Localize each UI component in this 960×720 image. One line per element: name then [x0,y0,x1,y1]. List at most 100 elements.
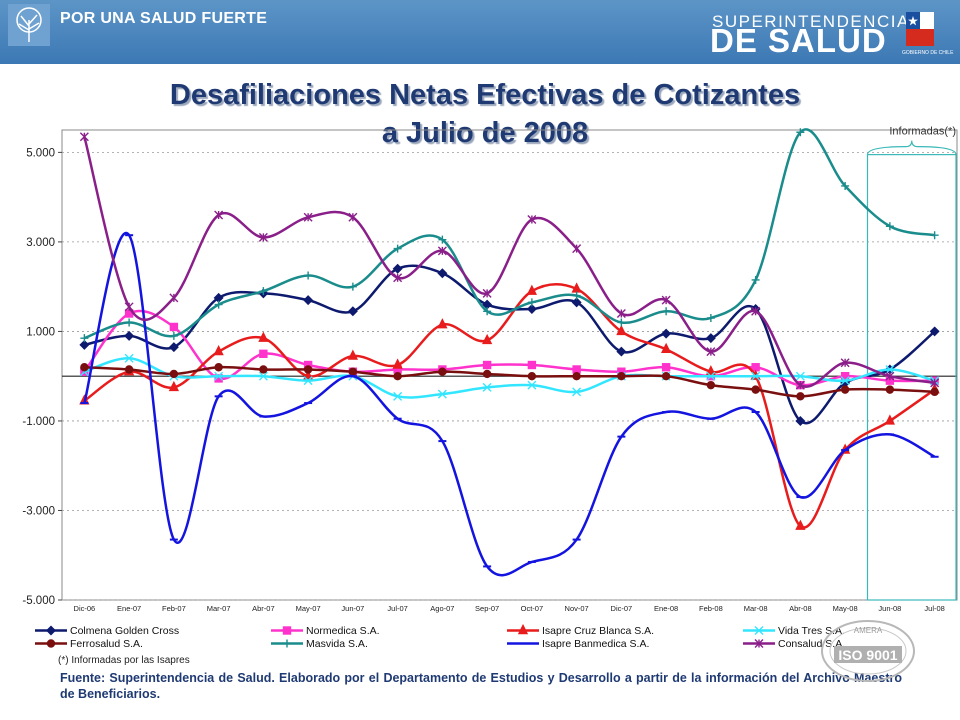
series-line [84,264,936,425]
legend-swatch-icon [507,642,539,645]
legend-swatch-marker [517,624,529,635]
x-tick-label: Sep-07 [475,604,499,613]
government-logo-icon [906,12,934,46]
x-tick-label: Feb-07 [162,604,186,613]
legend-swatch-marker [46,625,56,636]
data-point [527,360,537,370]
data-point [168,342,179,353]
data-point [214,363,223,372]
header-banner: POR UNA SALUD FUERTE SUPERINTENDENCIA DE… [0,0,960,64]
brand-line-1: SUPERINTENDENCIA [712,12,910,31]
data-point [795,519,806,530]
data-point [660,342,672,354]
x-tick-label: May-07 [296,604,321,613]
y-tick-label: -1.000 [22,416,55,428]
series-vida-tres-s-a- [79,353,940,401]
legend-entry: Isapre Banmedica S.A. [506,637,649,650]
data-point [885,385,895,394]
data-point [438,235,447,244]
legend-swatch-icon [743,639,775,648]
legend-swatch-marker [754,639,764,648]
data-point [705,333,716,344]
data-point [482,360,492,370]
x-tick-label: Oct-07 [521,604,544,613]
data-point [258,331,269,342]
data-point [617,318,626,327]
data-point [348,212,358,222]
data-point [526,304,537,315]
data-point [706,380,716,390]
data-point [392,358,403,369]
data-point [437,246,447,256]
data-point [347,349,359,360]
x-tick-label: Mar-08 [744,604,768,613]
iso-9001-seal-icon: AMERA ISO 9001 [821,620,915,682]
tree-logo-icon [8,4,50,46]
data-point [392,263,403,274]
legend-swatch-marker [754,626,764,635]
data-point [930,378,940,388]
data-point [124,365,134,374]
data-point [169,293,179,303]
data-point [258,371,268,381]
data-point [796,392,805,401]
data-point [393,391,403,401]
data-point [259,365,268,374]
data-point [661,328,672,339]
data-point [751,275,760,284]
data-point [303,212,313,222]
legend-entry: Isapre Cruz Blanca S.A. [506,624,654,637]
y-tick-label: -5.000 [22,595,55,607]
data-point [795,380,805,390]
legend-label: Ferrosalud S.A. [70,637,143,650]
legend-swatch-icon [271,639,303,648]
data-point [259,349,268,359]
data-point [572,371,581,381]
data-point [214,300,223,309]
x-tick-label: Jun-07 [341,604,364,613]
data-point [885,371,895,381]
x-tick-label: Abr-07 [252,604,275,613]
series-line [84,365,935,398]
y-tick-label: 3.000 [26,237,55,249]
data-point [840,358,850,368]
data-point [124,330,135,341]
data-point [795,371,805,381]
legend-swatch-icon [507,624,539,635]
legend-swatch-marker [282,626,292,635]
data-point [214,210,224,220]
page-title-line-2: a Julio de 2008 [381,117,589,149]
x-tick-label: Ene-07 [117,604,141,613]
legend-entry: Masvida S.A. [270,637,368,650]
legend-swatch-icon [743,626,775,635]
data-point [169,331,178,340]
data-point [662,307,671,316]
data-point [841,181,850,190]
data-point [348,367,358,376]
series-isapre-banmedica-s-a- [80,231,939,577]
legend-label: Normedica S.A. [306,624,380,637]
series-line [83,136,935,388]
series-line [83,128,935,340]
data-point [705,365,717,376]
data-point [527,298,536,307]
data-point [616,324,627,336]
data-point [884,414,896,425]
series-line [83,231,936,577]
data-point [169,322,179,332]
y-tick-label: 5.000 [26,147,55,159]
data-point [437,318,448,329]
series-colmena-golden-cross [79,263,940,426]
x-tick-label: Mar-07 [207,604,231,613]
data-point [929,326,940,337]
legend-label: Vida Tres S.A. [778,624,845,637]
data-point [795,415,806,426]
data-point [661,371,671,381]
data-point [482,288,492,298]
legend-swatch-icon [35,625,67,636]
series-ferrosalud-s-a- [80,363,939,401]
data-point [302,369,314,380]
legend-swatch-icon [35,639,67,648]
data-point [885,364,895,374]
data-point [840,376,850,386]
